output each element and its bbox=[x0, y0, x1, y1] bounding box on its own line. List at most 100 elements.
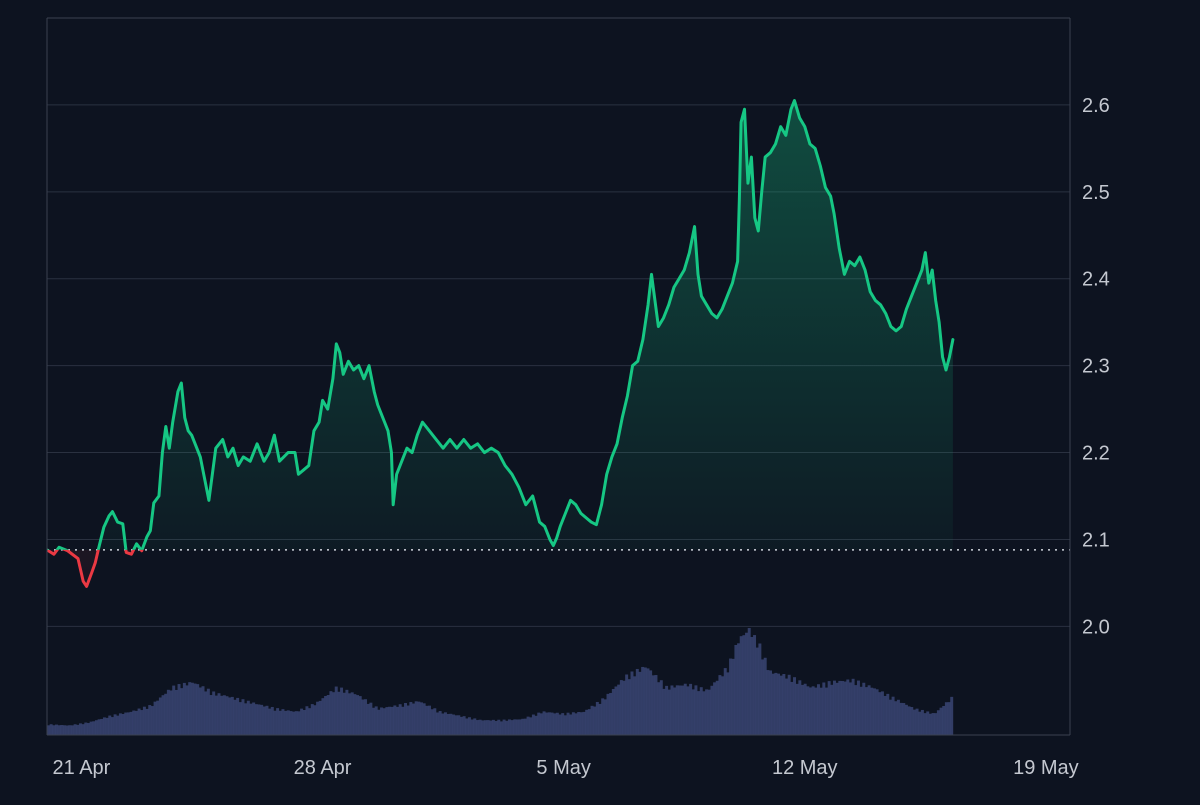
volume-bar bbox=[683, 683, 687, 735]
volume-bar bbox=[94, 720, 98, 735]
volume-bar bbox=[451, 714, 455, 735]
volume-bar bbox=[659, 680, 663, 735]
volume-bar bbox=[875, 689, 879, 735]
volume-bar bbox=[164, 693, 168, 735]
volume-bar bbox=[292, 711, 296, 735]
volume-bar bbox=[931, 713, 935, 735]
volume-bar bbox=[190, 682, 194, 735]
volume-bar bbox=[49, 724, 53, 735]
volume-bar bbox=[673, 687, 677, 735]
volume-bar bbox=[944, 702, 948, 735]
volume-bar bbox=[404, 703, 407, 735]
volume-bar bbox=[595, 701, 599, 735]
volume-bar bbox=[904, 704, 908, 735]
volume-bar bbox=[745, 632, 749, 735]
volume-bar bbox=[116, 715, 120, 735]
volume-bar bbox=[801, 684, 804, 735]
volume-bar bbox=[284, 710, 288, 735]
volume-bar bbox=[737, 643, 741, 735]
volume-bar bbox=[196, 684, 200, 735]
volume-bar bbox=[241, 699, 245, 735]
volume-bar bbox=[108, 715, 112, 735]
volume-bar bbox=[265, 705, 269, 735]
volume-bar bbox=[774, 672, 778, 735]
volume-bar bbox=[454, 715, 458, 735]
volume-bar bbox=[236, 697, 240, 735]
volume-bar bbox=[300, 708, 304, 735]
volume-bar bbox=[665, 685, 669, 735]
volume-bar bbox=[542, 711, 546, 735]
volume-bar bbox=[651, 675, 655, 735]
volume-bar bbox=[310, 704, 314, 735]
volume-bar bbox=[47, 725, 50, 735]
frame-layer bbox=[46, 17, 1071, 736]
volume-bar bbox=[337, 691, 341, 735]
volume-bar bbox=[731, 658, 735, 735]
volume-bar bbox=[156, 700, 160, 735]
volume-bar bbox=[766, 670, 770, 735]
x-tick-label: 5 May bbox=[536, 757, 590, 779]
y-tick-label: 2.1 bbox=[1082, 529, 1110, 551]
volume-bar bbox=[148, 705, 152, 735]
volume-bar bbox=[217, 693, 221, 735]
volume-bar bbox=[388, 706, 392, 735]
volume-bar bbox=[281, 709, 285, 735]
volume-bar bbox=[899, 702, 903, 735]
x-tick-label: 19 May bbox=[1013, 757, 1079, 779]
volume-bar bbox=[318, 700, 322, 735]
volume-bar bbox=[206, 688, 210, 735]
volume-bar bbox=[726, 672, 730, 735]
price-line-up bbox=[47, 99, 955, 550]
volume-bar bbox=[385, 707, 389, 735]
volume-bar bbox=[622, 680, 626, 735]
volume-bar bbox=[654, 675, 658, 735]
volume-bar bbox=[819, 687, 823, 735]
volume-layer bbox=[47, 628, 954, 735]
volume-bar bbox=[478, 719, 482, 735]
volume-bar bbox=[641, 666, 645, 735]
volume-bar bbox=[166, 689, 170, 735]
volume-bar bbox=[137, 708, 141, 735]
x-tick-label: 28 Apr bbox=[294, 757, 352, 779]
volume-bar bbox=[393, 705, 397, 735]
y-tick-label: 2.2 bbox=[1082, 443, 1110, 465]
volume-bar bbox=[185, 685, 189, 735]
volume-bar bbox=[894, 701, 898, 735]
volume-bar bbox=[614, 686, 618, 735]
volume-bar bbox=[214, 695, 218, 735]
volume-bar bbox=[843, 681, 847, 735]
volume-bar bbox=[713, 682, 717, 735]
volume-bar bbox=[579, 712, 583, 735]
volume-bar bbox=[276, 708, 280, 735]
volume-bar bbox=[609, 692, 613, 735]
volume-bar bbox=[510, 720, 514, 735]
volume-bar bbox=[228, 697, 232, 735]
volume-bar bbox=[529, 717, 533, 735]
volume-bar bbox=[566, 712, 570, 735]
volume-bar bbox=[864, 687, 868, 735]
volume-bar bbox=[313, 705, 317, 735]
volume-bar bbox=[582, 711, 586, 735]
volume-bar bbox=[910, 707, 914, 735]
volume-bar bbox=[140, 710, 144, 735]
volume-bar bbox=[78, 723, 82, 735]
volume-bar bbox=[483, 720, 487, 735]
volume-bar bbox=[705, 689, 709, 735]
volume-bar bbox=[926, 711, 930, 735]
volume-bar bbox=[723, 668, 727, 735]
volume-bar bbox=[675, 685, 679, 735]
volume-bar bbox=[459, 716, 463, 735]
volume-bar bbox=[443, 712, 447, 735]
volume-bar bbox=[587, 709, 591, 735]
volume-bar bbox=[699, 687, 703, 735]
volume-bar bbox=[209, 695, 213, 735]
volume-bar bbox=[635, 668, 639, 735]
volume-bar bbox=[753, 635, 757, 735]
volume-bar bbox=[691, 689, 695, 735]
volume-bar bbox=[262, 706, 266, 735]
volume-bar bbox=[662, 688, 666, 735]
volume-bar bbox=[569, 714, 573, 735]
volume-bar bbox=[473, 718, 477, 735]
volume-bar bbox=[60, 725, 64, 735]
volume-bar bbox=[182, 682, 186, 735]
